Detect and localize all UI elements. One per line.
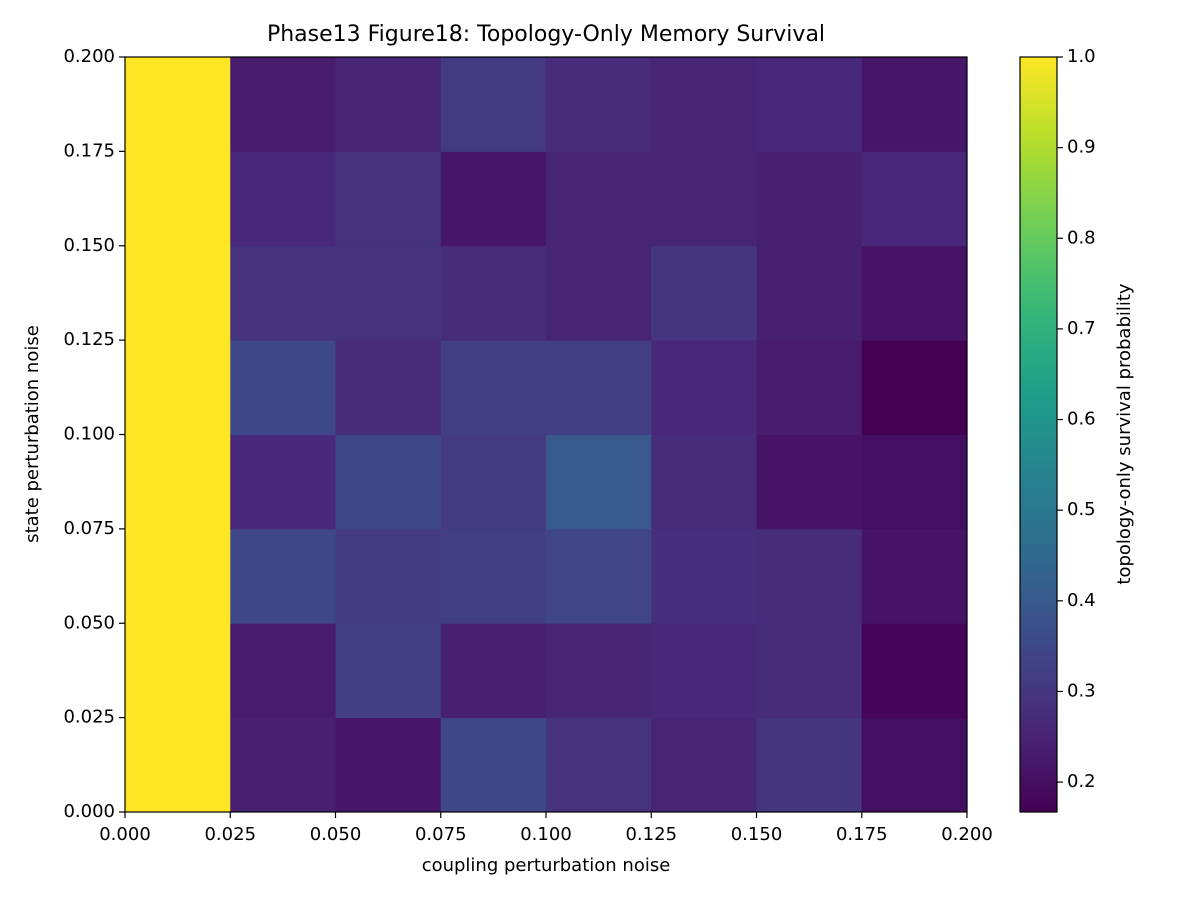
heatmap-cell [861,717,968,813]
heatmap-cell [651,717,757,813]
y-tick-label: 0.000 [63,801,115,822]
x-tick-label: 0.050 [310,824,362,845]
heatmap-cell [440,528,547,624]
x-axis-label: coupling perturbation noise [422,855,671,876]
x-tick-label: 0.125 [625,824,677,845]
heatmap-cell [861,340,968,435]
colorbar-tick-label: 0.3 [1067,680,1096,701]
colorbar-tick-label: 1.0 [1067,46,1096,67]
heatmap-cell [440,57,547,152]
heatmap-cell [335,57,442,152]
x-tick-label: 0.025 [204,824,256,845]
heatmap-cell [546,151,652,247]
x-tick-label: 0.175 [836,824,888,845]
heatmap-cell [125,717,231,813]
colorbar-tick-label: 0.5 [1067,499,1096,520]
heatmap-cell [125,245,231,341]
heatmap-cell [861,57,968,152]
heatmap-cell [125,151,231,247]
heatmap-cell [756,57,863,152]
y-tick-label: 0.200 [63,46,115,67]
heatmap-cell [125,434,231,530]
y-tick-label: 0.100 [63,424,115,445]
heatmap-cell [440,151,547,247]
heatmap-cell [651,57,757,152]
heatmap-cell [756,340,863,435]
x-tick-label: 0.100 [520,824,572,845]
heatmap-cell [125,57,231,152]
heatmap-cell [440,340,547,435]
colorbar-tick-label: 0.9 [1067,137,1096,158]
y-axis-label: state perturbation noise [22,325,43,543]
heatmap-cell [230,434,336,530]
heatmap-cell [230,151,336,247]
y-tick-label: 0.150 [63,235,115,256]
heatmap-cell [335,717,442,813]
x-tick-label: 0.075 [415,824,467,845]
colorbar [1019,56,1058,813]
heatmap-cell [651,340,757,435]
heatmap-cell [546,623,652,719]
heatmap-cell [861,528,968,624]
heatmap-cell [335,528,442,624]
heatmap-cell [756,245,863,341]
colorbar-tick-label: 0.2 [1067,771,1096,792]
heatmap-cell [546,528,652,624]
heatmap-cell [440,623,547,719]
heatmap-cell [651,151,757,247]
heatmap-cell [861,434,968,530]
heatmap-cell [756,717,863,813]
heatmap-cell [335,340,442,435]
heatmap-cell [230,57,336,152]
heatmap-cell [651,245,757,341]
heatmap-cell [440,717,547,813]
heatmap-cell [756,151,863,247]
colorbar-label: topology-only survival probability [1114,283,1135,585]
heatmap-cell [230,623,336,719]
x-tick-label: 0.200 [941,824,993,845]
heatmap-cell [335,434,442,530]
x-tick-label: 0.150 [731,824,783,845]
colorbar-tick-label: 0.7 [1067,318,1096,339]
y-tick-label: 0.050 [63,612,115,633]
colorbar-tick-label: 0.4 [1067,590,1096,611]
heatmap-cell [861,245,968,341]
heatmap-cell [861,151,968,247]
heatmap-cell [335,623,442,719]
heatmap-cell [440,434,547,530]
heatmap-cell [861,623,968,719]
heatmap-cell [230,528,336,624]
heatmap-cell [230,340,336,435]
heatmap-cell [125,623,231,719]
heatmap-cell [230,717,336,813]
chart-title: Phase13 Figure18: Topology-Only Memory S… [267,22,825,47]
heatmap-cell [440,245,547,341]
heatmap-cell [651,434,757,530]
x-tick-label: 0.000 [99,824,151,845]
heatmap-cell [546,57,652,152]
heatmap-cell [230,245,336,341]
heatmap-cell [335,245,442,341]
heatmap-cell [125,528,231,624]
y-tick-label: 0.175 [63,140,115,161]
heatmap-cell [756,623,863,719]
heatmap-cell [546,434,652,530]
heatmap-cell [651,528,757,624]
heatmap-cell [546,717,652,813]
y-tick-label: 0.025 [63,707,115,728]
heatmap-cell [756,434,863,530]
heatmap-cell [125,340,231,435]
heatmap-cell [546,245,652,341]
colorbar-tick-label: 0.8 [1067,227,1096,248]
heatmap-cell [335,151,442,247]
heatmap-cell [756,528,863,624]
heatmap-cell [651,623,757,719]
y-tick-label: 0.075 [63,518,115,539]
heatmap-cell [546,340,652,435]
colorbar-tick-label: 0.6 [1067,409,1096,430]
y-tick-label: 0.125 [63,329,115,350]
